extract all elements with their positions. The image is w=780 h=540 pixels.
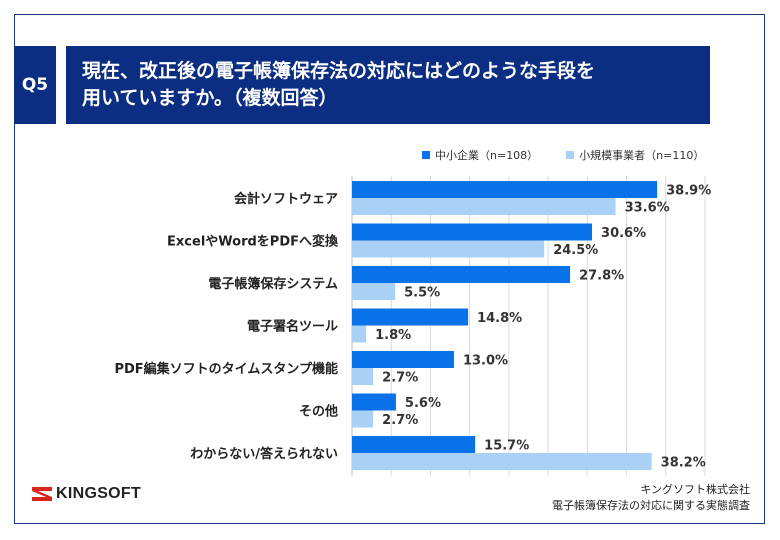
source-company: キングソフト株式会社 [640, 483, 750, 496]
bar-series2 [352, 198, 616, 215]
bar-series2 [352, 240, 545, 258]
bar-series1 [352, 181, 658, 198]
data-label-series2: 2.7% [382, 371, 418, 386]
data-label-series2: 24.5% [553, 243, 598, 258]
legend-swatch-series2 [566, 151, 575, 159]
category-label: 電子署名ツール [247, 319, 338, 335]
data-label-series2: 38.2% [661, 456, 706, 471]
bar-series1 [352, 436, 476, 453]
bar-series1 [352, 393, 396, 411]
bar-series2 [352, 368, 374, 385]
category-label: PDF編集ソフトのタイムスタンプ機能 [114, 361, 338, 377]
legend-label-series1: 中小企業（n=108） [435, 149, 539, 162]
category-label: その他 [299, 404, 338, 420]
kingsoft-logo-icon [32, 487, 52, 501]
legend-item-series2: 小規模事業者（n=110） [566, 147, 704, 163]
kingsoft-logo: KINGSOFT [32, 485, 141, 503]
data-label-series2: 33.6% [625, 201, 670, 216]
legend-item-series1: 中小企業（n=108） [422, 147, 538, 163]
data-label-series1: 38.9% [666, 184, 711, 199]
bar-series1 [352, 266, 571, 283]
legend-label-series2: 小規模事業者（n=110） [579, 149, 705, 162]
category-label: 電子帳簿保存システム [208, 276, 338, 292]
question-number-badge: Q5 [14, 46, 56, 124]
data-label-series1: 13.0% [463, 354, 508, 369]
bar-series1 [352, 308, 469, 326]
bar-series1 [352, 223, 593, 241]
data-label-series2: 5.5% [404, 286, 440, 301]
chart-legend: 中小企業（n=108） 小規模事業者（n=110） [422, 147, 704, 163]
data-label-series1: 15.7% [484, 439, 529, 454]
question-number: Q5 [21, 75, 49, 95]
data-label-series1: 30.6% [601, 226, 646, 241]
bar-series2 [352, 410, 374, 428]
legend-swatch-series1 [422, 151, 430, 159]
bar-series2 [352, 453, 652, 470]
data-label-series1: 5.6% [405, 396, 441, 411]
bar-series1 [352, 351, 454, 368]
bar-series2 [352, 283, 396, 300]
data-label-series2: 1.8% [375, 328, 411, 343]
source-survey: 電子帳簿保存法の対応に関する実態調査 [552, 499, 750, 512]
source-note: キングソフト株式会社 電子帳簿保存法の対応に関する実態調査 [552, 482, 750, 514]
kingsoft-logo-text: KINGSOFT [56, 485, 142, 502]
category-label: ExcelやWordをPDFへ変換 [167, 234, 339, 250]
question-title-line1: 現在、改正後の電子帳簿保存法の対応にはどのような手段を [82, 60, 596, 82]
data-label-series1: 27.8% [579, 269, 624, 284]
category-label: わからない/答えられない [190, 446, 338, 462]
data-label-series1: 14.8% [477, 311, 522, 326]
category-label: 会計ソフトウェア [234, 191, 338, 207]
bar-series2 [352, 325, 367, 343]
data-label-series2: 2.7% [382, 413, 418, 428]
question-title-banner: 現在、改正後の電子帳簿保存法の対応にはどのような手段を 用いていますか。（複数回… [66, 46, 710, 124]
question-title-line2: 用いていますか。（複数回答） [82, 87, 338, 109]
